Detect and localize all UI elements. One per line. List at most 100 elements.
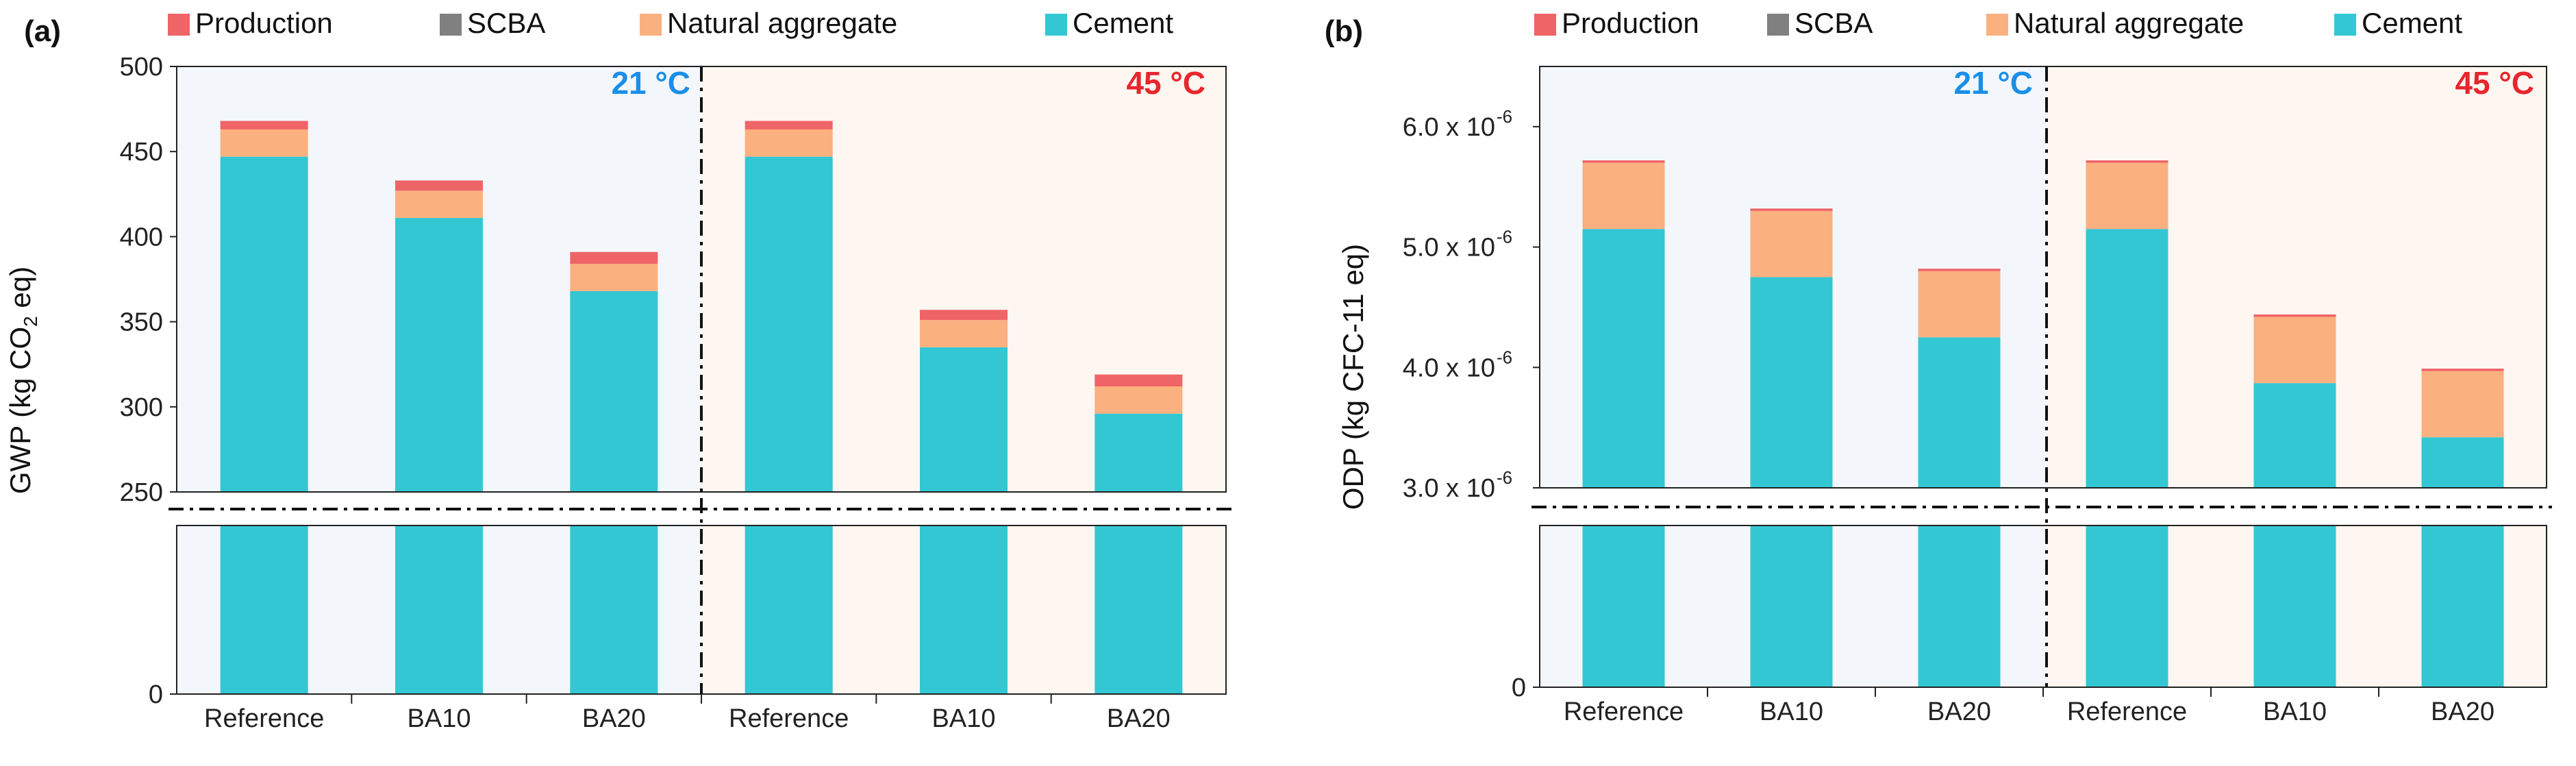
y-axis-label: ODP (kg CFC-11 eq): [1337, 244, 1369, 510]
y-tick-label: 500: [120, 53, 163, 82]
bar-production-3: [745, 121, 833, 129]
group-label-1: 45 °C: [2455, 65, 2534, 101]
y-axis-label-main: GWP (kg CO: [4, 327, 36, 494]
bar-cement-3: [745, 156, 833, 493]
y-axis-label: GWP (kg CO2 eq): [4, 267, 41, 494]
bar-cement-1: [395, 218, 483, 492]
legend-swatch-natural-aggregate: [1986, 14, 2008, 36]
bar-natural-aggregate-3: [745, 129, 833, 157]
bar-natural-aggregate-4: [920, 320, 1008, 347]
panel-0: Reference BA10 BA20 Reference BA10 BA20 250 300…: [4, 7, 1231, 733]
bar-cement-2: [1918, 337, 2001, 488]
bar-production-0: [220, 121, 308, 129]
bar-cement-3: [2086, 229, 2168, 488]
bar-natural-aggregate-5: [1095, 386, 1183, 414]
category-label: Reference: [2067, 697, 2187, 726]
bar-natural-aggregate-3: [2086, 162, 2168, 230]
category-label: BA20: [582, 704, 646, 733]
legend-swatch-scba: [440, 14, 462, 36]
legend-label: Cement: [2362, 7, 2462, 39]
bar-natural-aggregate-0: [1582, 162, 1665, 230]
bar-cement-lower-5: [1095, 526, 1183, 694]
bar-natural-aggregate-4: [2253, 317, 2336, 384]
group-label-0: 21 °C: [1953, 65, 2033, 101]
category-label: BA20: [1107, 704, 1171, 733]
bar-production-3: [2086, 160, 2168, 163]
y-tick-label: 350: [120, 308, 163, 337]
bar-cement-lower-2: [1918, 526, 2001, 687]
category-label: BA10: [932, 704, 996, 733]
legend-label: Production: [195, 7, 333, 39]
y-tick-label: 400: [120, 223, 163, 251]
legend-label: SCBA: [467, 7, 545, 39]
legend-swatch-production: [168, 14, 190, 36]
y-tick-exponent: -6: [1497, 227, 1512, 247]
y-tick-label: 5.0 x 10: [1403, 234, 1495, 262]
y-tick-label: 450: [120, 138, 163, 166]
bar-production-0: [1582, 160, 1665, 163]
bar-cement-lower-5: [2421, 526, 2504, 687]
bar-cement-lower-3: [745, 526, 833, 694]
legend-swatch-scba: [1767, 14, 1789, 36]
bar-cement-lower-0: [1582, 526, 1665, 687]
y-axis-label-sub: 2: [20, 316, 41, 327]
legend-label: Natural aggregate: [667, 7, 897, 39]
y-axis-label-tail: eq): [4, 267, 36, 316]
bar-cement-4: [2253, 383, 2336, 488]
bar-cement-lower-4: [2253, 526, 2336, 687]
category-label: BA20: [2431, 697, 2494, 726]
panel-1: Reference BA10 BA20 Reference BA10 BA20 3.0 x …: [1325, 7, 2552, 726]
legend-swatch-cement: [1045, 14, 1067, 36]
legend-label: Cement: [1073, 7, 1173, 39]
bar-natural-aggregate-1: [395, 190, 483, 219]
bar-cement-2: [570, 291, 658, 492]
bar-production-4: [2253, 314, 2336, 317]
category-label: BA20: [1927, 697, 1991, 726]
bar-cement-0: [1582, 229, 1665, 488]
bar-production-2: [570, 251, 658, 264]
y-tick-label: 250: [120, 478, 163, 507]
bar-cement-4: [920, 347, 1008, 492]
bar-cement-lower-0: [220, 526, 308, 694]
y-tick-zero-label: 0: [149, 680, 163, 709]
bar-natural-aggregate-2: [1918, 271, 2001, 338]
legend-label: Production: [1562, 7, 1699, 39]
group-label-0: 21 °C: [611, 65, 690, 101]
bar-natural-aggregate-0: [220, 129, 308, 157]
y-tick-exponent: -6: [1497, 467, 1512, 488]
bar-production-5: [1095, 374, 1183, 386]
bar-natural-aggregate-5: [2421, 371, 2504, 438]
bar-cement-lower-2: [570, 526, 658, 694]
y-tick-exponent: -6: [1497, 106, 1512, 127]
category-label: Reference: [1564, 697, 1684, 726]
legend-label: SCBA: [1795, 7, 1873, 39]
y-tick-label: 6.0 x 10: [1403, 113, 1495, 142]
bar-cement-1: [1750, 277, 1833, 488]
panel-label: (b): [1325, 14, 1363, 48]
bar-production-1: [395, 180, 483, 191]
bar-cement-5: [1095, 413, 1183, 492]
legend-swatch-cement: [2334, 14, 2356, 36]
y-tick-label: 300: [120, 393, 163, 422]
category-label: BA10: [1760, 697, 1823, 726]
bar-cement-0: [220, 156, 308, 493]
bar-production-2: [1918, 269, 2001, 271]
bar-natural-aggregate-1: [1750, 210, 1833, 277]
panel-label: (a): [24, 14, 61, 48]
bar-cement-lower-1: [1750, 526, 1833, 687]
y-tick-exponent: -6: [1497, 347, 1512, 367]
y-tick-label: 4.0 x 10: [1403, 354, 1495, 382]
category-label: Reference: [729, 704, 849, 733]
bar-natural-aggregate-2: [570, 264, 658, 291]
bar-production-4: [920, 310, 1008, 321]
category-label: BA10: [408, 704, 471, 733]
bar-cement-lower-4: [920, 526, 1008, 694]
group-label-1: 45 °C: [1126, 65, 1205, 101]
legend-swatch-natural-aggregate: [640, 14, 662, 36]
y-tick-zero-label: 0: [1512, 674, 1526, 702]
bar-production-5: [2421, 369, 2504, 371]
bar-production-1: [1750, 208, 1833, 211]
bar-cement-lower-3: [2086, 526, 2168, 687]
